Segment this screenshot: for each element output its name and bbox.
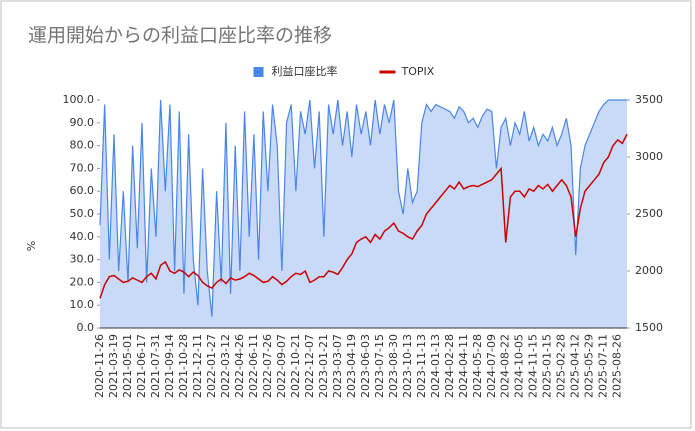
x-tick-label: 2022-01-27 bbox=[205, 334, 218, 398]
legend-label: 利益口座比率 bbox=[272, 64, 338, 78]
y-tick-label: 90.0 bbox=[70, 116, 95, 129]
x-tick-label: 2024-05-28 bbox=[471, 334, 484, 398]
x-tick-label: 2024-10-05 bbox=[513, 334, 526, 398]
x-tick-label: 2023-06-03 bbox=[359, 334, 372, 398]
x-tick-label: 2021-05-01 bbox=[121, 334, 134, 398]
y-tick-label: 80.0 bbox=[70, 139, 95, 152]
chart-title: 運用開始からの利益口座比率の推移 bbox=[28, 25, 332, 47]
x-tick-label: 2023-10-13 bbox=[401, 334, 414, 398]
x-tick-label: 2021-12-11 bbox=[191, 334, 204, 398]
x-tick-label: 2025-02-28 bbox=[555, 334, 568, 398]
y2-tick-label: 1500 bbox=[635, 321, 663, 334]
x-tick-label: 2022-07-26 bbox=[261, 334, 274, 398]
legend-label: TOPIX bbox=[401, 65, 435, 78]
x-tick-label: 2024-11-15 bbox=[527, 334, 540, 398]
y-tick-label: 50.0 bbox=[70, 207, 95, 220]
x-tick-label: 2023-03-07 bbox=[331, 334, 344, 398]
legend-swatch bbox=[253, 67, 264, 77]
x-tick-label: 2020-11-26 bbox=[93, 334, 106, 398]
x-tick-label: 2024-08-22 bbox=[499, 334, 512, 398]
x-tick-label: 2022-09-07 bbox=[275, 334, 288, 398]
x-tick-label: 2023-07-15 bbox=[373, 334, 386, 398]
x-tick-label: 2024-02-28 bbox=[443, 334, 456, 398]
x-tick-label: 2023-01-21 bbox=[317, 334, 330, 398]
area-line bbox=[99, 99, 627, 317]
x-tick-label: 2022-10-21 bbox=[289, 334, 302, 398]
x-tick-label: 2025-01-15 bbox=[541, 334, 554, 398]
x-tick-label: 2023-08-30 bbox=[387, 334, 400, 398]
x-tick-label: 2022-03-12 bbox=[219, 334, 232, 398]
y-tick-label: 10.0 bbox=[70, 298, 95, 311]
x-tick-label: 2022-06-11 bbox=[247, 334, 260, 398]
x-tick-label: 2025-05-29 bbox=[583, 334, 596, 398]
x-tick-label: 2021-07-31 bbox=[149, 334, 162, 398]
x-tick-label: 2025-08-26 bbox=[611, 334, 624, 398]
y-tick-label: 40.0 bbox=[70, 230, 95, 243]
x-tick-label: 2025-04-12 bbox=[569, 334, 582, 398]
y-tick-label: 60.0 bbox=[70, 184, 95, 197]
y2-tick-label: 3500 bbox=[635, 93, 663, 106]
y-tick-label: 30.0 bbox=[70, 253, 95, 266]
y-tick-label: 70.0 bbox=[70, 161, 95, 174]
y-tick-label: 0.0 bbox=[77, 321, 95, 334]
x-tick-label: 2021-10-28 bbox=[177, 334, 190, 398]
x-tick-label: 2022-04-26 bbox=[233, 334, 246, 398]
y-axis-label: % bbox=[25, 241, 38, 251]
y2-tick-label: 2500 bbox=[635, 207, 663, 220]
x-tick-label: 2021-06-17 bbox=[135, 334, 148, 398]
x-tick-label: 2021-03-19 bbox=[107, 334, 120, 398]
x-tick-label: 2024-04-11 bbox=[457, 334, 470, 398]
x-tick-label: 2024-07-09 bbox=[485, 334, 498, 398]
y2-tick-label: 2000 bbox=[635, 264, 663, 277]
y2-tick-label: 3000 bbox=[635, 150, 663, 163]
x-tick-label: 2021-09-14 bbox=[163, 334, 176, 398]
x-tick-label: 2022-12-07 bbox=[303, 334, 316, 398]
x-tick-label: 2023-04-19 bbox=[345, 334, 358, 398]
x-tick-label: 2025-07-11 bbox=[597, 334, 610, 398]
line bbox=[99, 133, 628, 299]
y-tick-label: 20.0 bbox=[70, 275, 95, 288]
x-tick-label: 2024-01-13 bbox=[429, 334, 442, 398]
y-tick-label: 100.0 bbox=[63, 93, 95, 106]
x-tick-label: 2023-11-13 bbox=[415, 334, 428, 398]
